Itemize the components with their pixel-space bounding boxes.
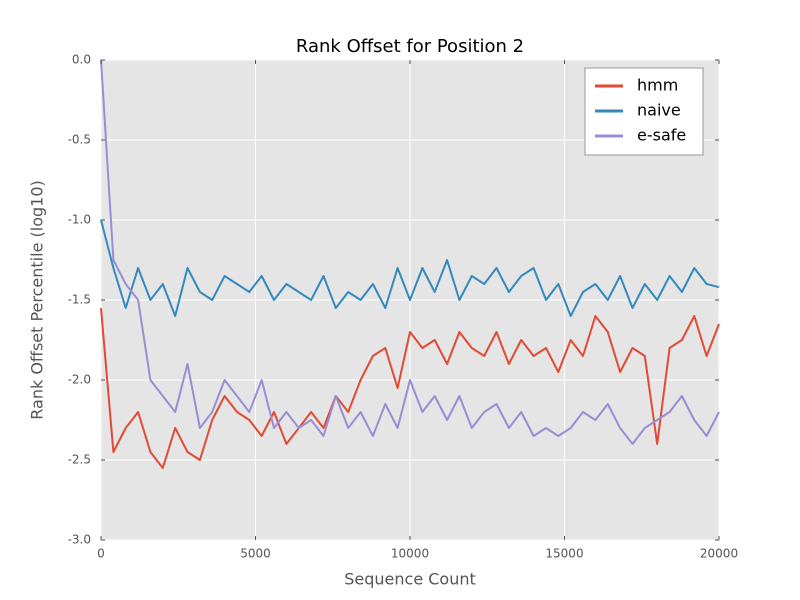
y-axis-label: Rank Offset Percentile (log10) xyxy=(28,180,47,419)
y-tick-label: -1.5 xyxy=(68,293,91,307)
y-tick-label: -0.5 xyxy=(68,133,91,147)
x-tick-label: 10000 xyxy=(391,547,429,561)
legend: hmm naive e-safe xyxy=(584,67,704,156)
legend-label: naive xyxy=(637,101,681,120)
legend-label: hmm xyxy=(637,76,678,95)
series-line xyxy=(100,59,720,445)
lines xyxy=(100,59,720,469)
x-tick-label: 20000 xyxy=(700,547,738,561)
y-tick-label: -2.5 xyxy=(68,453,91,467)
x-tick-label: 5000 xyxy=(240,547,271,561)
legend-label: e-safe xyxy=(637,126,686,145)
y-tick-label: 0.0 xyxy=(72,53,91,67)
series-line xyxy=(100,307,720,469)
y-tick-label: -3.0 xyxy=(68,533,91,547)
chart-title: Rank Offset for Position 2 xyxy=(296,36,524,57)
x-tick-label: 15000 xyxy=(545,547,583,561)
series-line xyxy=(100,219,720,317)
y-tick-label: -2.0 xyxy=(68,373,91,387)
y-tick-label: -1.0 xyxy=(68,213,91,227)
x-axis-label: Sequence Count xyxy=(344,570,476,589)
x-tick-label: 0 xyxy=(97,547,105,561)
